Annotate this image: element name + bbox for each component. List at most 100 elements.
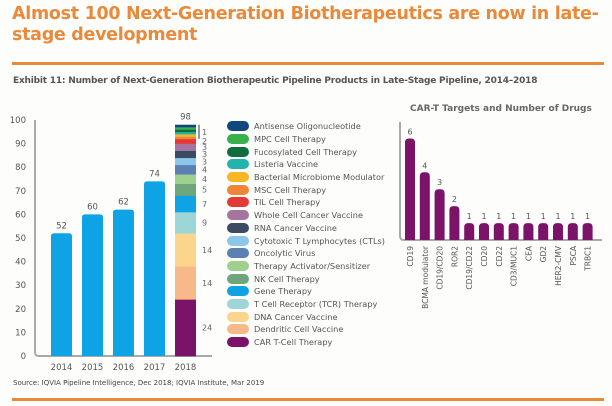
x-tick-label: PSCA <box>569 245 578 266</box>
bar-cd19-cd22 <box>464 223 475 240</box>
bar-value-label: 1 <box>511 212 516 221</box>
stack-segment <box>175 127 196 130</box>
bar-her2-cmv <box>553 223 563 240</box>
bar-value-label: 3 <box>437 178 442 187</box>
x-tick-label: CD19 <box>406 246 415 267</box>
bar-value-label: 52 <box>56 221 67 231</box>
x-tick-label: ROR2 <box>450 246 459 267</box>
bar-value-label: 6 <box>407 127 412 136</box>
legend-swatch <box>227 337 249 348</box>
y-tick-label: 50 <box>15 234 26 244</box>
cart-chart-title: CAR-T Targets and Number of Drugs <box>410 104 592 114</box>
stack-segment <box>175 134 196 137</box>
legend-item: DNA Cancer Vaccine <box>227 310 385 323</box>
legend-swatch <box>227 248 249 259</box>
legend-item: Listeria Vaccine <box>227 158 385 171</box>
legend-label: Dendritic Cell Vaccine <box>254 324 344 335</box>
y-tick-label: 80 <box>15 163 26 173</box>
stack-segment-label: 4 <box>202 175 207 184</box>
stack-segment-label: 3 <box>202 150 207 159</box>
x-tick-label: CD20 <box>480 246 489 267</box>
bar-2017 <box>144 181 165 356</box>
stack-segment <box>175 129 196 133</box>
bar-cd19 <box>405 138 415 240</box>
stack-segment <box>175 131 196 135</box>
bar-value-label: 1 <box>570 212 575 221</box>
legend-label: MSC Cell Therapy <box>254 184 327 195</box>
pipeline-bar-chart: 0102030405060708090100522014602015622016… <box>10 113 212 373</box>
legend-swatch <box>227 134 249 145</box>
legend-label: Gene Therapy <box>254 286 312 297</box>
legend-swatch <box>227 298 249 309</box>
chart-legend: Antisense Oligonucleotide MPC Cell Therap… <box>227 120 385 348</box>
y-tick-label: 40 <box>15 258 26 268</box>
stack-segment-label: 9 <box>202 219 207 228</box>
x-tick-label: CD3/MUC1 <box>510 246 519 287</box>
x-tick-label: 2017 <box>144 363 166 373</box>
legend-label: CAR T-Cell Therapy <box>254 337 333 348</box>
bar-cd20 <box>479 223 489 240</box>
stack-segment-label: 14 <box>202 246 212 255</box>
x-tick-label: HER2-CMV <box>554 245 563 286</box>
stack-segment-label: 14 <box>202 279 212 288</box>
stack-segment <box>175 195 196 213</box>
title-divider <box>12 62 604 65</box>
legend-swatch <box>227 235 249 246</box>
legend-swatch <box>227 273 249 284</box>
legend-item: NK Cell Therapy <box>227 272 385 285</box>
x-tick-label: 2014 <box>51 363 73 373</box>
legend-item: CAR T-Cell Therapy <box>227 336 385 349</box>
y-tick-label: 30 <box>15 281 26 291</box>
legend-item: MSC Cell Therapy <box>227 183 385 196</box>
legend-item: T Cell Receptor (TCR) Therapy <box>227 298 385 311</box>
y-tick-label: 100 <box>10 116 26 126</box>
y-tick-label: 60 <box>15 210 26 220</box>
bar-value-label: 1 <box>555 212 560 221</box>
legend-swatch <box>227 324 249 335</box>
stack-segment <box>175 183 196 196</box>
legend-item: MPC Cell Therapy <box>227 133 385 146</box>
bar-2015 <box>82 214 103 356</box>
bar-2016 <box>113 209 134 356</box>
bar-value-label: 60 <box>87 202 98 212</box>
legend-swatch <box>227 184 249 195</box>
stack-total-label: 98 <box>180 113 191 123</box>
bar-trbc1 <box>582 223 593 240</box>
legend-label: TIL Cell Therapy <box>254 197 321 208</box>
legend-label: Listeria Vaccine <box>254 159 319 170</box>
stack-segment <box>175 164 196 175</box>
bar-2014 <box>51 233 72 356</box>
y-tick-label: 20 <box>15 305 26 315</box>
bar-value-label: 2 <box>452 195 457 204</box>
bar-psca <box>567 223 578 240</box>
stack-segment <box>175 143 196 151</box>
stack-segment-label: 2 <box>202 137 207 146</box>
bar-ror2 <box>449 206 460 240</box>
legend-item: Bacterial Microbiome Modulator <box>227 171 385 184</box>
stack-segment <box>175 124 196 128</box>
stack-segment <box>175 174 196 185</box>
legend-label: Bacterial Microbiome Modulator <box>254 172 385 183</box>
y-tick-label: 10 <box>15 328 26 338</box>
legend-item: TIL Cell Therapy <box>227 196 385 209</box>
legend-label: Therapy Activator/Sensitizer <box>254 260 371 271</box>
y-tick-label: 90 <box>15 140 26 150</box>
legend-label: Antisense Oligonucleotide <box>254 121 361 132</box>
stack-segment-label: 24 <box>202 324 212 333</box>
legend-item: RNA Cancer Vaccine <box>227 222 385 235</box>
stack-segment-label: 4 <box>202 166 207 175</box>
stack-segment-label: 7 <box>202 200 207 209</box>
bar-value-label: 1 <box>467 212 472 221</box>
stack-segment <box>175 266 196 300</box>
legend-swatch <box>227 197 249 208</box>
legend-label: Oncolytic Virus <box>254 248 316 259</box>
stack-segment <box>175 212 196 234</box>
legend-swatch <box>227 172 249 183</box>
legend-label: Cytotoxic T Lymphocytes (CTLs) <box>254 235 385 246</box>
legend-item: Dendritic Cell Vaccine <box>227 323 385 336</box>
bar-value-label: 1 <box>481 212 486 221</box>
legend-swatch <box>227 146 249 157</box>
bracket-label: 1 <box>202 128 207 137</box>
legend-label: Fucosylated Cell Therapy <box>254 146 357 157</box>
bar-cd22 <box>493 223 504 240</box>
